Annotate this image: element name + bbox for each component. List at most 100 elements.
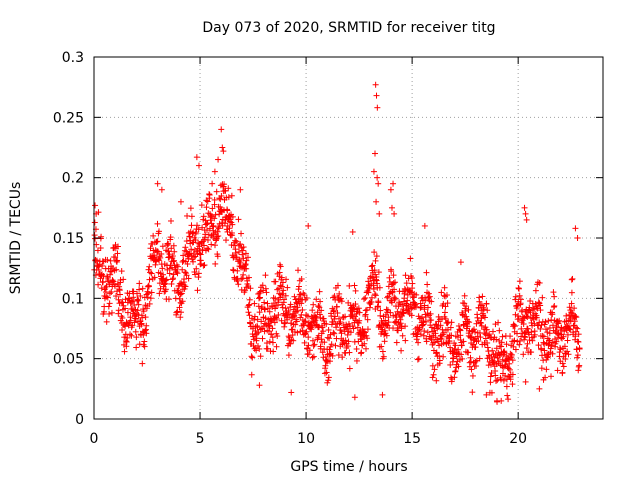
data-point [504, 392, 511, 399]
data-point [334, 310, 341, 317]
data-point [388, 204, 395, 211]
y-tick-labels: 0 0.05 0.1 0.15 0.2 0.25 0.3 [53, 50, 84, 428]
data-point [489, 328, 496, 335]
data-point [466, 363, 473, 370]
data-point [459, 355, 466, 362]
data-point [177, 291, 184, 298]
data-point [572, 313, 579, 320]
data-point [529, 337, 536, 344]
data-point [106, 310, 113, 317]
data-point [379, 391, 386, 398]
data-point [511, 337, 518, 344]
data-point [413, 291, 420, 298]
data-point [218, 126, 225, 133]
data-point [566, 304, 573, 311]
data-point [177, 198, 184, 205]
data-point [147, 295, 154, 302]
data-point [574, 352, 581, 359]
data-point [269, 325, 276, 332]
data-point [211, 215, 218, 222]
data-point [403, 307, 410, 314]
data-point [279, 290, 286, 297]
data-point [285, 333, 292, 340]
data-point [159, 243, 166, 250]
data-point [164, 266, 171, 273]
data-point [523, 216, 530, 223]
data-point [233, 254, 240, 261]
data-point [158, 250, 165, 257]
data-point [355, 305, 362, 312]
data-point [484, 344, 491, 351]
data-point [410, 294, 417, 301]
data-point [441, 292, 448, 299]
data-point [308, 326, 315, 333]
data-point [145, 266, 152, 273]
data-point [289, 326, 296, 333]
data-point [165, 248, 172, 255]
data-point [115, 307, 122, 314]
data-point [174, 270, 181, 277]
data-point [533, 314, 540, 321]
data-point [432, 330, 439, 337]
data-point [342, 337, 349, 344]
data-point [346, 349, 353, 356]
data-point [384, 294, 391, 301]
data-point [203, 204, 210, 211]
data-point [210, 222, 217, 229]
data-point [429, 374, 436, 381]
x-tick-label: 10 [297, 431, 315, 447]
data-point [224, 207, 231, 214]
data-point [162, 277, 169, 284]
data-point [576, 345, 583, 352]
data-point [416, 326, 423, 333]
data-point [368, 294, 375, 301]
data-point [551, 302, 558, 309]
data-point [240, 271, 247, 278]
data-point [310, 342, 317, 349]
data-point [566, 325, 573, 332]
data-point [401, 285, 408, 292]
data-point [254, 342, 261, 349]
data-point [237, 186, 244, 193]
x-tick-label: 5 [196, 431, 205, 447]
data-point [568, 300, 575, 307]
data-point [549, 311, 556, 318]
data-point [556, 317, 563, 324]
data-point [385, 319, 392, 326]
data-point [245, 309, 252, 316]
data-point [393, 339, 400, 346]
y-tick-label: 0.3 [62, 50, 84, 66]
data-point [452, 368, 459, 375]
data-point [351, 394, 358, 401]
data-point [224, 228, 231, 235]
data-point [248, 353, 255, 360]
data-point [522, 210, 529, 217]
data-point [247, 320, 254, 327]
data-point [331, 313, 338, 320]
data-point [170, 258, 177, 265]
data-point [438, 289, 445, 296]
data-point [371, 291, 378, 298]
data-point [280, 287, 287, 294]
data-point [244, 254, 251, 261]
data-point [552, 329, 559, 336]
data-point [111, 244, 118, 251]
data-point [128, 298, 135, 305]
data-point [143, 291, 150, 298]
data-point [441, 284, 448, 291]
data-point [560, 363, 567, 370]
data-point [561, 343, 568, 350]
data-point [203, 197, 210, 204]
data-point [140, 308, 147, 315]
data-point [339, 354, 346, 361]
data-point [117, 291, 124, 298]
data-point [477, 301, 484, 308]
data-point [120, 276, 127, 283]
data-point [492, 372, 499, 379]
data-point [565, 351, 572, 358]
data-point [351, 306, 358, 313]
data-point [370, 168, 377, 175]
data-point [143, 330, 150, 337]
data-point [515, 313, 522, 320]
data-point [248, 371, 255, 378]
